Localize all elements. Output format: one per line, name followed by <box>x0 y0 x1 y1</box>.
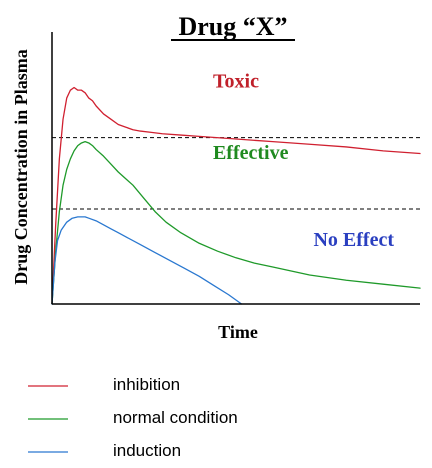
y-axis-label: Drug Concentration in Plasma <box>11 49 31 285</box>
zone-labels: Toxic Effective No Effect <box>213 71 394 251</box>
zone-label-effective: Effective <box>213 142 289 164</box>
series-line-normal-condition <box>51 140 421 305</box>
series-line-inhibition <box>51 86 421 305</box>
chart-title: Drug “X” <box>178 12 287 41</box>
legend-label-induction: induction <box>113 441 181 460</box>
x-axis-label: Time <box>218 322 258 342</box>
legend: inhibition normal condition induction <box>28 375 238 460</box>
legend-label-inhibition: inhibition <box>113 375 180 394</box>
zone-label-toxic: Toxic <box>213 71 259 93</box>
series-lines <box>51 86 421 305</box>
threshold-lines <box>52 137 420 210</box>
series-line-induction <box>51 216 243 305</box>
zone-label-no-effect: No Effect <box>313 229 394 251</box>
legend-label-normal-condition: normal condition <box>113 408 238 427</box>
